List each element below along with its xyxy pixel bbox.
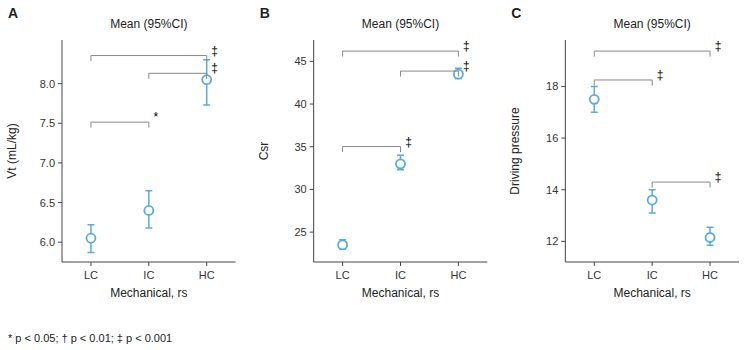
bracket xyxy=(91,56,207,62)
y-tick xyxy=(310,104,314,105)
bracket-label: ‡ xyxy=(405,135,412,149)
bracket-label: ‡ xyxy=(211,61,218,75)
x-axis-label: Mechanical, rs xyxy=(362,286,439,300)
bracket xyxy=(343,51,459,57)
y-tick xyxy=(310,232,314,233)
bracket-label: ‡ xyxy=(715,170,722,184)
y-axis xyxy=(62,40,63,262)
y-axis-label: Driving pressure xyxy=(508,107,522,195)
x-tick xyxy=(710,262,711,266)
mean-point xyxy=(396,159,405,168)
y-tick-label: 14 xyxy=(546,184,558,196)
panel: B Mean (95%CI) 25 30 35 40 45 LC IC HC Mechanical,… xyxy=(257,5,488,300)
x-tick xyxy=(594,262,595,266)
y-tick xyxy=(58,123,62,124)
x-tick xyxy=(206,262,207,266)
y-axis xyxy=(313,40,314,262)
footnote: * p < 0.05; † p < 0.01; ‡ p < 0.001 xyxy=(8,332,172,344)
y-tick-label: 16 xyxy=(546,132,558,144)
mean-point xyxy=(86,234,95,243)
panel-label: C xyxy=(511,5,521,21)
x-tick-label: IC xyxy=(647,269,658,281)
background xyxy=(0,0,755,350)
x-tick xyxy=(148,262,149,266)
y-tick-label: 6.0 xyxy=(40,236,55,248)
x-tick-label: IC xyxy=(395,269,406,281)
x-tick xyxy=(652,262,653,266)
y-axis-label: Vt (mL/kg) xyxy=(5,123,19,178)
bracket-label: ‡ xyxy=(211,44,218,58)
y-tick xyxy=(310,189,314,190)
data-group xyxy=(590,86,715,245)
x-tick-label: LC xyxy=(587,269,601,281)
mean-point xyxy=(338,240,347,249)
y-tick xyxy=(561,138,565,139)
y-tick xyxy=(561,86,565,87)
y-tick-label: 6.5 xyxy=(40,197,55,209)
y-axis xyxy=(565,40,566,262)
y-tick xyxy=(561,189,565,190)
y-tick xyxy=(58,83,62,84)
x-axis-label: Mechanical, rs xyxy=(613,286,690,300)
y-tick xyxy=(58,202,62,203)
y-tick-label: 7.5 xyxy=(40,117,55,129)
panel: C Mean (95%CI) 12 14 16 18 LC IC HC Mechanical, r… xyxy=(508,5,739,300)
bracket-label: * xyxy=(153,110,158,124)
x-tick-label: HC xyxy=(702,269,718,281)
y-tick-label: 35 xyxy=(294,141,306,153)
y-tick-label: 8.0 xyxy=(40,78,55,90)
bracket-label: ‡ xyxy=(715,39,722,53)
panel: A Mean (95%CI) 6.0 6.5 7.0 7.5 8.0 LC IC HC Mechan… xyxy=(5,5,236,300)
x-tick xyxy=(458,262,459,266)
title: Mean (95%CI) xyxy=(110,17,187,31)
mean-point xyxy=(590,95,599,104)
y-tick xyxy=(58,242,62,243)
x-tick xyxy=(90,262,91,266)
y-tick xyxy=(561,241,565,242)
y-tick-label: 45 xyxy=(294,55,306,67)
x-tick-label: LC xyxy=(84,269,98,281)
y-tick-label: 40 xyxy=(294,98,306,110)
bracket xyxy=(594,51,710,57)
x-tick-label: IC xyxy=(143,269,154,281)
data-group xyxy=(338,68,463,249)
title: Mean (95%CI) xyxy=(613,17,690,31)
y-tick xyxy=(310,61,314,62)
data-group xyxy=(86,60,211,253)
bracket xyxy=(652,182,710,188)
x-tick xyxy=(342,262,343,266)
y-tick xyxy=(310,146,314,147)
y-tick-label: 12 xyxy=(546,235,558,247)
bracket xyxy=(401,71,459,77)
y-tick-label: 7.0 xyxy=(40,157,55,169)
panel-label: B xyxy=(260,5,270,21)
x-axis-label: Mechanical, rs xyxy=(110,286,187,300)
bracket xyxy=(594,80,652,86)
mean-point xyxy=(648,196,657,205)
bracket xyxy=(343,147,401,153)
bracket xyxy=(149,73,207,79)
y-axis-label: Csr xyxy=(257,142,271,161)
y-tick xyxy=(58,162,62,163)
bracket-label: ‡ xyxy=(463,39,470,53)
x-tick xyxy=(400,262,401,266)
x-tick-label: HC xyxy=(450,269,466,281)
y-tick-label: 30 xyxy=(294,183,306,195)
y-tick-label: 25 xyxy=(294,226,306,238)
bracket xyxy=(91,122,149,128)
title: Mean (95%CI) xyxy=(362,17,439,31)
bracket-label: ‡ xyxy=(463,59,470,73)
mean-point xyxy=(706,233,715,242)
bracket-label: ‡ xyxy=(657,68,664,82)
x-tick-label: HC xyxy=(199,269,215,281)
mean-point xyxy=(144,206,153,215)
y-tick-label: 18 xyxy=(546,80,558,92)
panel-label: A xyxy=(8,5,18,21)
chart: A Mean (95%CI) 6.0 6.5 7.0 7.5 8.0 LC IC HC Mechan… xyxy=(0,0,755,350)
x-tick-label: LC xyxy=(336,269,350,281)
